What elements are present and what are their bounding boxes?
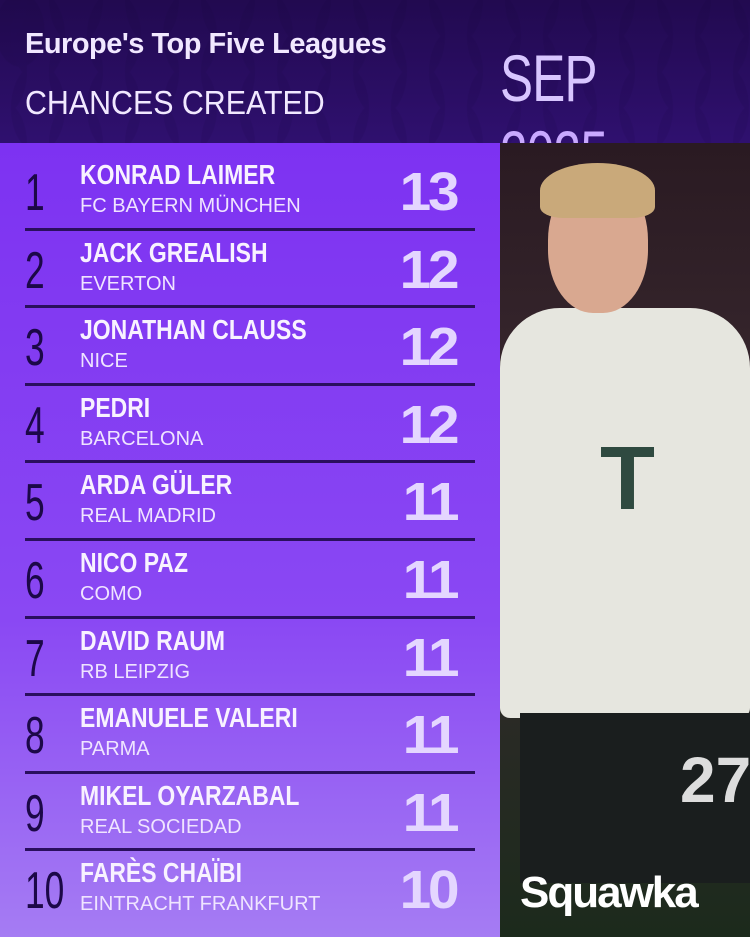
chances-value: 11 [402, 549, 460, 610]
rank: 10 [25, 862, 65, 921]
telekom-logo: T [600, 429, 655, 529]
table-row: 1 KONRAD LAIMER FC BAYERN MÜNCHEN 13 [25, 153, 475, 231]
player-name: ARDA GÜLER [80, 469, 233, 501]
chances-value: 11 [402, 472, 460, 533]
title: Europe's Top Five Leagues [25, 28, 387, 60]
rank: 4 [25, 396, 45, 455]
club-name: EVERTON [80, 272, 176, 295]
jersey [500, 308, 750, 718]
rank: 3 [25, 319, 45, 378]
club-name: REAL SOCIEDAD [80, 815, 242, 838]
club-name: NICE [80, 350, 128, 373]
table-row: 4 PEDRI BARCELONA 12 [25, 386, 475, 464]
table-row: 8 EMANUELE VALERI PARMA 11 [25, 696, 475, 774]
chances-value: 13 [399, 162, 460, 222]
chances-value: 11 [402, 782, 460, 843]
player-name: JONATHAN CLAUSS [80, 314, 307, 346]
squawka-logo: Squawka [520, 868, 699, 917]
table-row: 7 DAVID RAUM RB LEIPZIG 11 [25, 619, 475, 697]
rank: 1 [25, 164, 45, 222]
table-row: 3 JONATHAN CLAUSS NICE 12 [25, 308, 475, 386]
player-name: MIKEL OYARZABAL [80, 779, 300, 811]
chances-value: 12 [399, 317, 460, 378]
chances-value: 11 [402, 705, 460, 766]
chances-value: 10 [399, 860, 460, 921]
player-name: PEDRI [80, 391, 151, 423]
date-year: 2025 [500, 117, 608, 143]
club-name: REAL MADRID [80, 505, 216, 528]
chances-value: 12 [399, 394, 460, 455]
club-name: FC BAYERN MÜNCHEN [80, 195, 301, 217]
header: Europe's Top Five Leagues CHANCES CREATE… [0, 0, 750, 143]
table-row: 9 MIKEL OYARZABAL REAL SOCIEDAD 11 [25, 774, 475, 852]
player-name: JACK GREALISH [80, 236, 268, 268]
rank: 9 [25, 784, 45, 843]
rank: 6 [25, 551, 45, 610]
club-name: COMO [80, 582, 143, 605]
player-name: FARÈS CHAÏBI [80, 857, 243, 889]
club-name: RB LEIPZIG [80, 660, 191, 683]
rank: 2 [25, 241, 45, 300]
ranking-table: 1 KONRAD LAIMER FC BAYERN MÜNCHEN 13 2 JA… [0, 143, 500, 937]
player-name: KONRAD LAIMER [80, 159, 276, 190]
rank: 7 [25, 629, 45, 688]
club-name: EINTRACHT FRANKFURT [80, 893, 321, 916]
club-name: PARMA [80, 738, 150, 761]
date-month: SEP [500, 41, 597, 115]
player-name: DAVID RAUM [80, 624, 225, 656]
player-name: EMANUELE VALERI [80, 702, 298, 734]
rank: 8 [25, 707, 45, 766]
table-row: 2 JACK GREALISH EVERTON 12 [25, 231, 475, 309]
subtitle: CHANCES CREATED [25, 84, 325, 121]
rank: 5 [25, 474, 45, 533]
table-row: 6 NICO PAZ COMO 11 [25, 541, 475, 619]
table-row: 5 ARDA GÜLER REAL MADRID 11 [25, 463, 475, 541]
club-name: BARCELONA [80, 427, 204, 450]
shirt-number: 27 [680, 744, 750, 816]
player-photo: T 27 [500, 143, 750, 937]
player-name: NICO PAZ [80, 546, 188, 578]
table-row: 10 FARÈS CHAÏBI EINTRACHT FRANKFURT 10 [25, 851, 475, 929]
shorts [520, 713, 750, 883]
date: SEP 2025 [500, 40, 688, 143]
chances-value: 12 [399, 239, 460, 300]
chances-value: 11 [402, 627, 460, 688]
